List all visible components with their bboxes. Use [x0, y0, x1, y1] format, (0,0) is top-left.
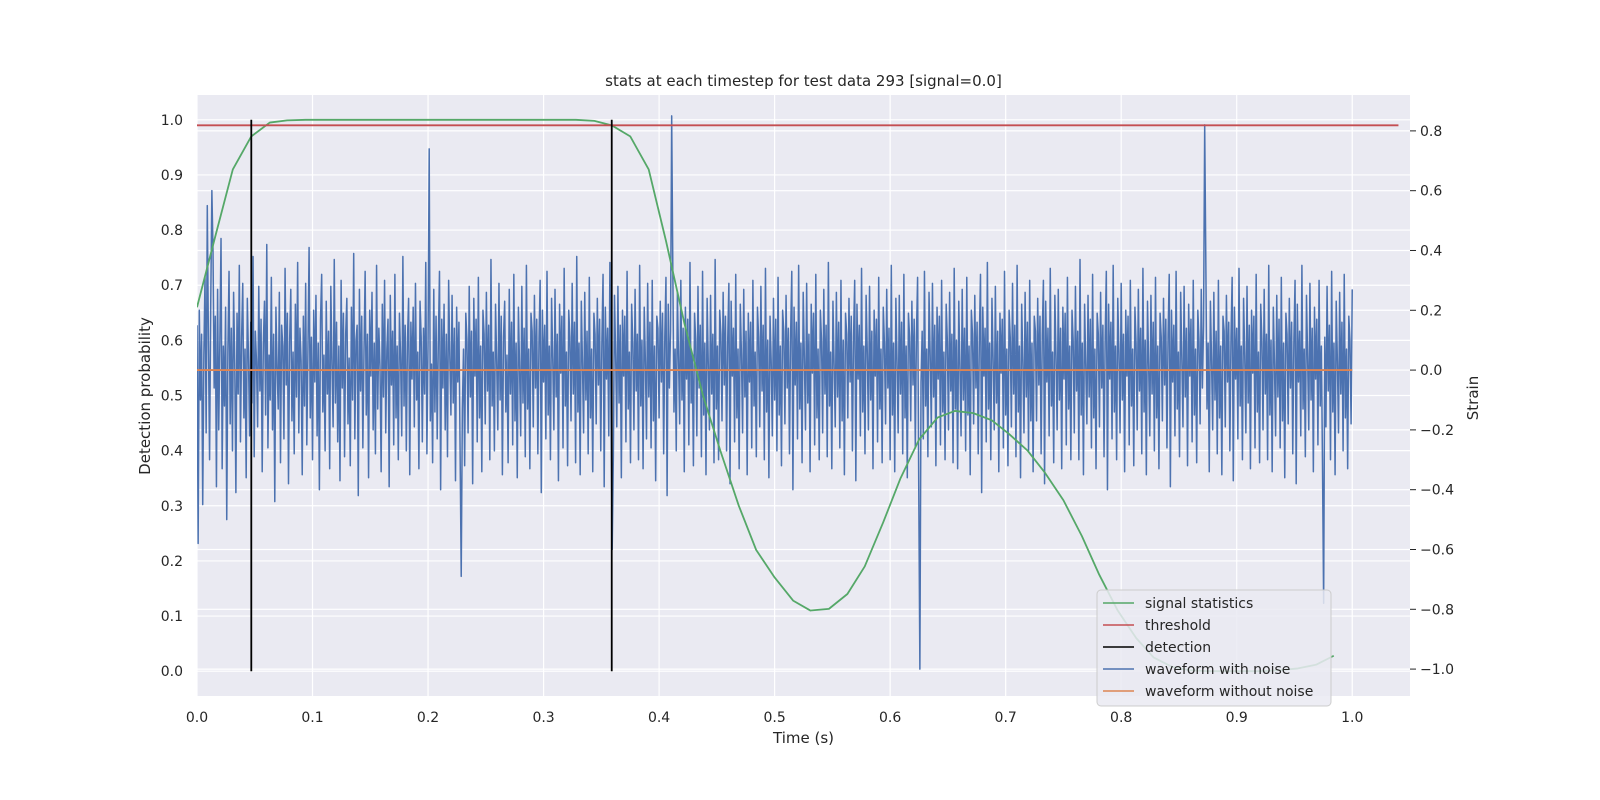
y-tick-label: 0.9 — [161, 168, 183, 184]
legend-label-detection: detection — [1145, 640, 1211, 656]
legend-label-waveform-without-noise: waveform without noise — [1145, 684, 1313, 700]
legend-label-threshold: threshold — [1145, 618, 1211, 634]
x-tick-label: 0.2 — [417, 710, 439, 726]
y2-tick-label: −1.0 — [1420, 662, 1454, 678]
y2-tick-label: 0.6 — [1420, 184, 1442, 200]
legend-box — [1096, 589, 1332, 707]
y-axis-label: Detection probability — [136, 317, 154, 475]
x-tick-label: 0.3 — [532, 710, 554, 726]
series-waveform-with-noise — [197, 115, 1353, 670]
x-axis-label: Time (s) — [772, 729, 834, 747]
x-tick-label: 0.7 — [995, 710, 1017, 726]
y-tick-label: 0.2 — [161, 554, 183, 570]
x-tick-label: 1.0 — [1341, 710, 1363, 726]
y2-axis-label: Strain — [1464, 376, 1482, 420]
y-tick-label: 0.6 — [161, 333, 183, 349]
y2-tick-label: 0.0 — [1420, 363, 1442, 379]
y2-tick-label: 0.4 — [1420, 243, 1442, 259]
legend-label-signal-statistics: signal statistics — [1145, 596, 1253, 612]
y2-tick-label: 0.2 — [1420, 303, 1442, 319]
y-tick-label: 0.1 — [161, 609, 183, 625]
y-tick-label: 0.3 — [161, 499, 183, 515]
y2-tick-label: −0.2 — [1420, 423, 1454, 439]
x-tick-label: 0.8 — [1110, 710, 1132, 726]
x-tick-label: 0.1 — [301, 710, 323, 726]
x-tick-label: 0.6 — [879, 710, 901, 726]
x-tick-label: 0.0 — [186, 710, 208, 726]
ticks: 0.0 0.1 0.2 0.3 0.4 0.5 0.6 0.7 0.8 0.9 1.0 0.0 0.1 0… — [161, 113, 1454, 726]
legend-label-waveform-with-noise: waveform with noise — [1145, 662, 1290, 678]
y2-tick-label: −0.8 — [1420, 602, 1454, 618]
y2-tick-label: 0.8 — [1420, 124, 1442, 140]
legend: signal statistics threshold detection wa… — [1096, 589, 1332, 707]
x-tick-label: 0.9 — [1226, 710, 1248, 726]
x-tick-label: 0.5 — [763, 710, 785, 726]
chart-title: stats at each timestep for test data 293… — [605, 72, 1002, 90]
y-tick-label: 0.0 — [161, 664, 183, 680]
y-tick-label: 1.0 — [161, 113, 183, 129]
y2-tick-label: −0.4 — [1420, 483, 1454, 499]
y2-tick-label: −0.6 — [1420, 542, 1454, 558]
y-tick-label: 0.8 — [161, 223, 183, 239]
y-tick-label: 0.5 — [161, 389, 183, 405]
y-tick-label: 0.7 — [161, 278, 183, 294]
y-tick-label: 0.4 — [161, 444, 183, 460]
x-tick-label: 0.4 — [648, 710, 670, 726]
